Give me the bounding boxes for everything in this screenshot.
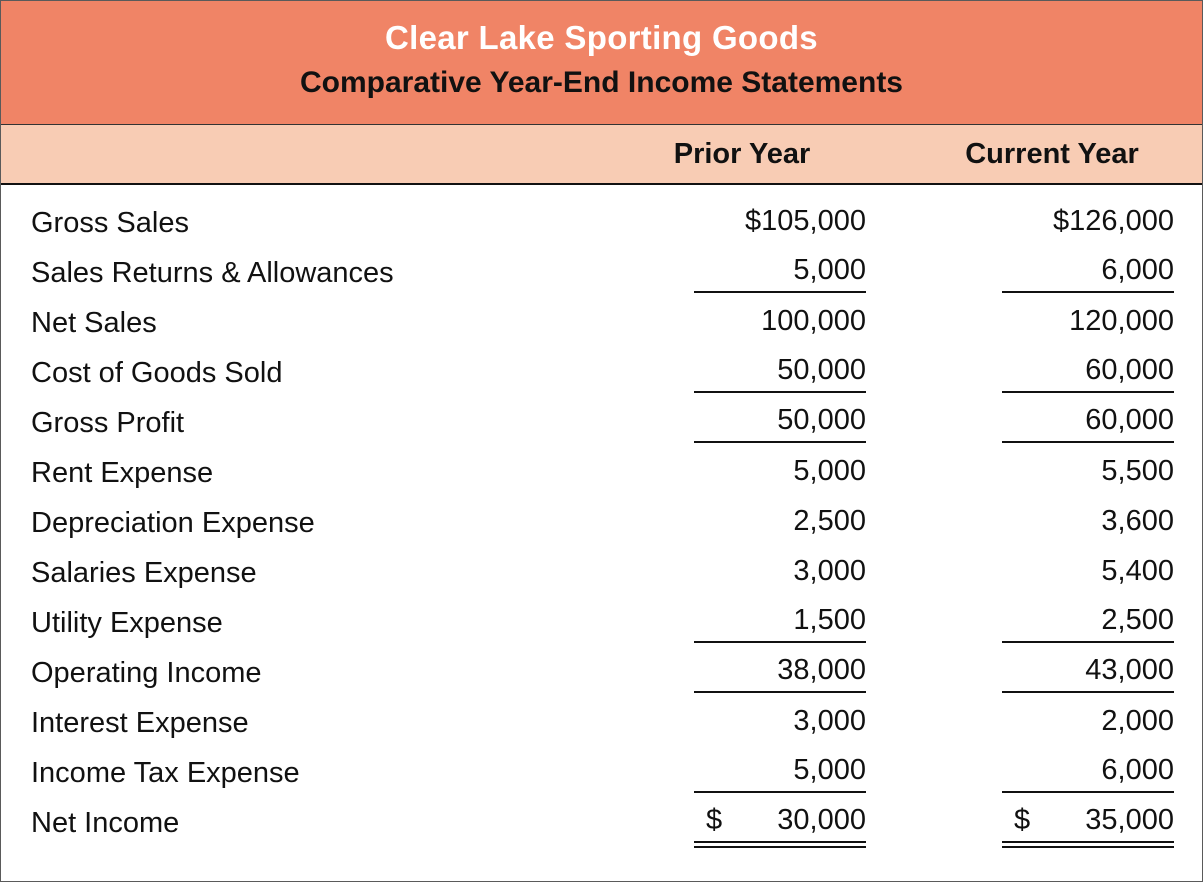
- current-year-value: 2,500: [1002, 604, 1174, 643]
- current-year-value: 5,400: [1101, 554, 1174, 587]
- current-year-value: $126,000: [1053, 204, 1174, 237]
- row-label: Rent Expense: [31, 456, 214, 489]
- column-header-prior-year: Prior Year: [673, 137, 811, 170]
- prior-year-value: 5,000: [793, 454, 866, 487]
- table-row-depreciation-expense: Depreciation Expense 2,500 3,600: [1, 498, 1202, 548]
- current-year-value: $ 35,000: [1002, 803, 1174, 848]
- prior-year-value: 5,000: [694, 754, 866, 793]
- row-label: Operating Income: [31, 656, 262, 689]
- current-year-value: 43,000: [1002, 654, 1174, 693]
- row-label: Net Sales: [31, 306, 157, 339]
- currency-sign: $: [706, 803, 723, 836]
- current-year-value: 120,000: [1069, 304, 1174, 337]
- amount: 35,000: [1085, 803, 1174, 836]
- table-row-rent-expense: Rent Expense 5,000 5,500: [1, 448, 1202, 498]
- prior-year-value: 5,000: [694, 254, 866, 293]
- row-label: Utility Expense: [31, 606, 223, 639]
- table-row-gross-sales: Gross Sales $105,000 $126,000: [1, 198, 1202, 248]
- prior-year-value: 50,000: [694, 354, 866, 393]
- current-year-value: 5,500: [1101, 454, 1174, 487]
- prior-year-value: $ 30,000: [694, 803, 866, 848]
- table-row-net-income: Net Income $ 30,000 $ 35,000: [1, 798, 1202, 848]
- table-row-net-sales: Net Sales 100,000 120,000: [1, 298, 1202, 348]
- table-row-sales-returns: Sales Returns & Allowances 5,000 6,000: [1, 248, 1202, 298]
- table-row-income-tax-expense: Income Tax Expense 5,000 6,000: [1, 748, 1202, 798]
- statement-title: Comparative Year-End Income Statements: [300, 66, 903, 99]
- table-row-salaries-expense: Salaries Expense 3,000 5,400: [1, 548, 1202, 598]
- row-label: Income Tax Expense: [31, 756, 300, 789]
- row-label: Interest Expense: [31, 706, 249, 739]
- table-row-utility-expense: Utility Expense 1,500 2,500: [1, 598, 1202, 648]
- table-row-gross-profit: Gross Profit 50,000 60,000: [1, 398, 1202, 448]
- prior-year-value: 2,500: [793, 504, 866, 537]
- current-year-value: 6,000: [1002, 754, 1174, 793]
- column-header-band: Prior Year Current Year: [1, 125, 1202, 185]
- row-label: Salaries Expense: [31, 556, 257, 589]
- statement-body: Gross Sales $105,000 $126,000 Sales Retu…: [1, 185, 1202, 848]
- row-label: Gross Profit: [31, 406, 185, 439]
- row-label: Sales Returns & Allowances: [31, 256, 394, 289]
- table-row-operating-income: Operating Income 38,000 43,000: [1, 648, 1202, 698]
- amount: 30,000: [777, 803, 866, 836]
- prior-year-value: $105,000: [745, 204, 866, 237]
- row-label: Net Income: [31, 806, 180, 839]
- row-label: Cost of Goods Sold: [31, 356, 283, 389]
- row-label: Gross Sales: [31, 206, 189, 239]
- currency-sign: $: [1014, 803, 1031, 836]
- statement-header: Clear Lake Sporting Goods Comparative Ye…: [1, 1, 1202, 125]
- prior-year-value: 3,000: [793, 554, 866, 587]
- current-year-value: 2,000: [1101, 704, 1174, 737]
- column-header-current-year: Current Year: [965, 137, 1139, 170]
- current-year-value: 3,600: [1101, 504, 1174, 537]
- table-row-cost-of-goods-sold: Cost of Goods Sold 50,000 60,000: [1, 348, 1202, 398]
- table-row-interest-expense: Interest Expense 3,000 2,000: [1, 698, 1202, 748]
- prior-year-value: 50,000: [694, 404, 866, 443]
- prior-year-value: 1,500: [694, 604, 866, 643]
- row-label: Depreciation Expense: [31, 506, 315, 539]
- current-year-value: 60,000: [1002, 404, 1174, 443]
- current-year-value: 60,000: [1002, 354, 1174, 393]
- prior-year-value: 100,000: [761, 304, 866, 337]
- prior-year-value: 3,000: [793, 704, 866, 737]
- current-year-value: 6,000: [1002, 254, 1174, 293]
- company-name: Clear Lake Sporting Goods: [385, 19, 818, 56]
- prior-year-value: 38,000: [694, 654, 866, 693]
